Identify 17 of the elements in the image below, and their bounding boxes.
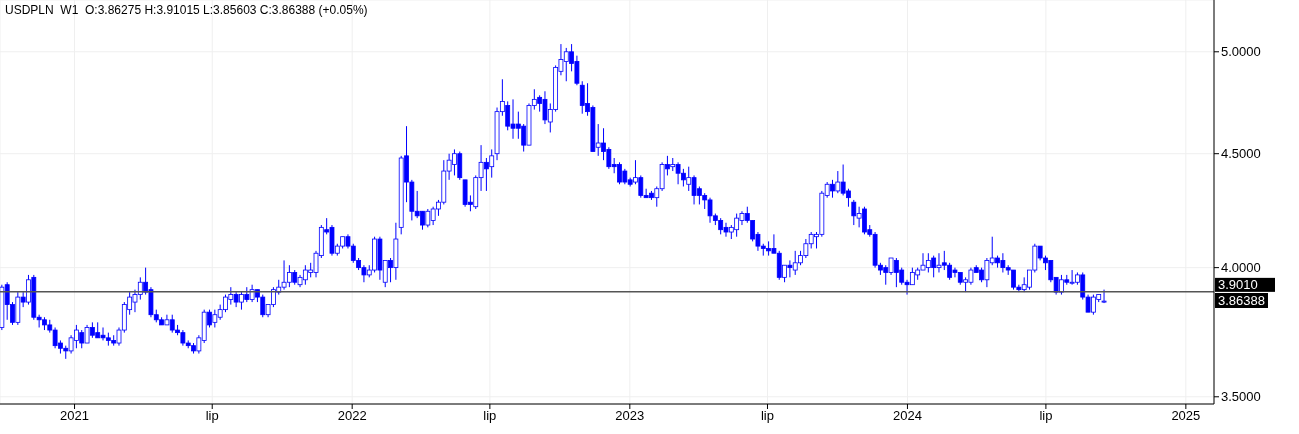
ref-line-label: 3.9010 <box>1218 276 1258 292</box>
x-tick-label: 2024 <box>893 408 922 424</box>
x-tick-label: 2021 <box>60 408 89 424</box>
y-tick-label: 5.0000 <box>1221 44 1261 60</box>
y-tick-label: 4.5000 <box>1221 146 1261 162</box>
x-tick-label: lip <box>483 408 497 424</box>
x-tick-label: 2025 <box>1171 408 1201 424</box>
y-tick-label: 4.0000 <box>1221 260 1261 276</box>
x-tick-label: lip <box>1039 408 1053 424</box>
x-tick-label: lip <box>760 408 775 424</box>
x-tick-label: 2023 <box>615 408 645 424</box>
x-tick-label: lip <box>205 408 219 424</box>
text: 3.86388 <box>1215 293 1268 308</box>
candlestick <box>1101 289 1107 304</box>
y-tick-label: 3.5000 <box>1221 389 1261 405</box>
chart-title: USDPLN W1 O:3.86275 H:3.91015 L:3.85603 C:3.86388 (+0.05%) <box>5 3 368 17</box>
x-tick-label: 2022 <box>337 408 367 424</box>
